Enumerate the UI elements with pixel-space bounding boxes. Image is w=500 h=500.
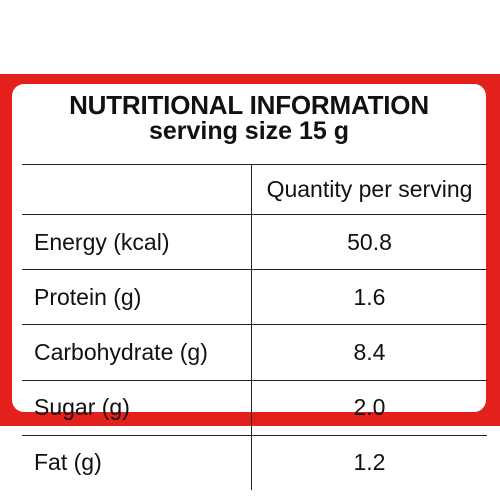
label-title: NUTRITIONAL INFORMATION: [69, 90, 429, 120]
nutrition-table: Quantity per serving Energy (kcal) 50.8 …: [22, 163, 487, 490]
serving-size: serving size 15 g: [148, 117, 350, 145]
nutrient-value: 8.4: [251, 324, 487, 381]
table-row-fat: Fat (g) 1.2: [22, 434, 487, 490]
table-row-protein: Protein (g) 1.6: [22, 269, 487, 326]
nutrient-name: Sugar (g): [22, 379, 252, 436]
nutrient-name: Protein (g): [22, 269, 252, 326]
nutrient-value: 1.6: [251, 269, 487, 326]
nutrition-label-card: NUTRITIONAL INFORMATION serving size 15 …: [12, 84, 487, 490]
table-row-carbohydrate: Carbohydrate (g) 8.4: [22, 324, 487, 381]
nutrient-value: 50.8: [251, 214, 487, 271]
empty-header-cell: [22, 163, 252, 216]
nutrient-name: Fat (g): [22, 434, 252, 490]
nutrient-value: 2.0: [251, 379, 487, 436]
table-header-row: Quantity per serving: [22, 163, 487, 216]
nutrient-name: Carbohydrate (g): [22, 324, 252, 381]
column-header-quantity: Quantity per serving: [251, 163, 487, 216]
table-row-sugar: Sugar (g) 2.0: [22, 379, 487, 436]
label-header: NUTRITIONAL INFORMATION serving size 15 …: [12, 92, 486, 144]
table-row-energy: Energy (kcal) 50.8: [22, 214, 487, 271]
nutrient-name: Energy (kcal): [22, 214, 252, 271]
nutrient-value: 1.2: [251, 434, 487, 490]
